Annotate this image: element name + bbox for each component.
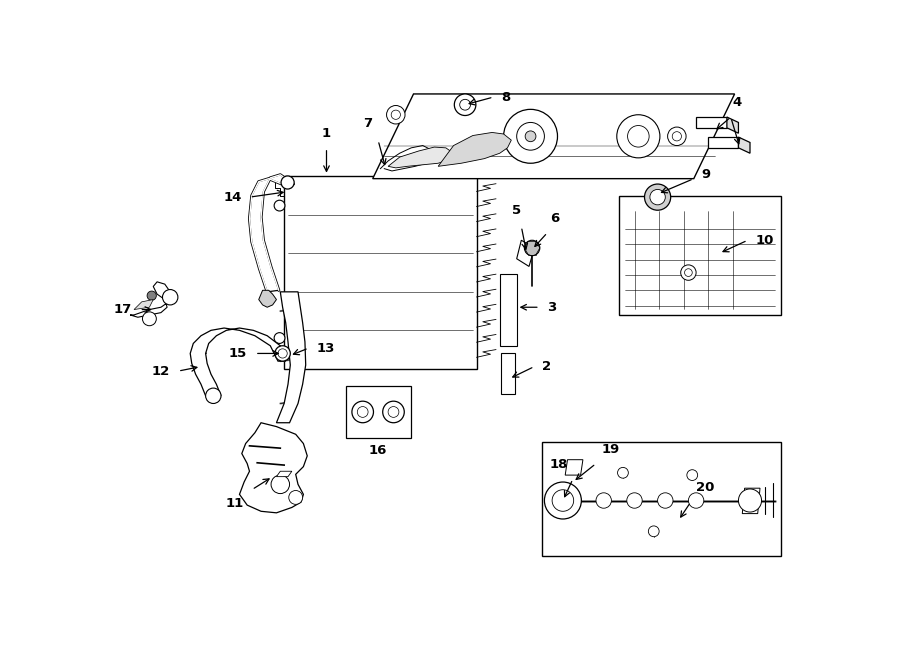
- Text: 7: 7: [364, 117, 373, 130]
- Circle shape: [617, 467, 628, 478]
- Polygon shape: [373, 94, 734, 178]
- Text: 14: 14: [223, 190, 242, 204]
- Circle shape: [552, 490, 573, 512]
- Circle shape: [460, 99, 471, 110]
- Polygon shape: [517, 240, 535, 266]
- Circle shape: [616, 115, 660, 158]
- Circle shape: [668, 127, 686, 145]
- Polygon shape: [130, 282, 170, 317]
- Text: 1: 1: [322, 127, 331, 140]
- Circle shape: [644, 184, 670, 210]
- Polygon shape: [134, 299, 153, 309]
- Circle shape: [454, 94, 476, 116]
- Circle shape: [658, 493, 673, 508]
- Polygon shape: [738, 137, 750, 153]
- Polygon shape: [727, 117, 738, 134]
- Text: 5: 5: [512, 204, 521, 217]
- Circle shape: [738, 489, 761, 512]
- Circle shape: [517, 122, 544, 150]
- Circle shape: [274, 332, 285, 344]
- Text: 18: 18: [549, 458, 568, 471]
- Circle shape: [289, 490, 302, 504]
- Polygon shape: [249, 175, 293, 292]
- Polygon shape: [190, 328, 285, 396]
- Text: 20: 20: [696, 481, 715, 494]
- Circle shape: [526, 131, 536, 141]
- Polygon shape: [258, 290, 276, 307]
- Bar: [619, 196, 781, 315]
- Polygon shape: [500, 274, 517, 346]
- Circle shape: [650, 190, 665, 205]
- Polygon shape: [696, 117, 727, 128]
- Text: 19: 19: [601, 443, 619, 456]
- Circle shape: [357, 407, 368, 417]
- Circle shape: [271, 475, 290, 494]
- Polygon shape: [276, 292, 306, 423]
- Polygon shape: [501, 354, 515, 394]
- Circle shape: [278, 349, 287, 358]
- Circle shape: [147, 291, 157, 300]
- Circle shape: [388, 407, 399, 417]
- Circle shape: [627, 126, 649, 147]
- Circle shape: [504, 109, 557, 163]
- Circle shape: [352, 401, 374, 423]
- Circle shape: [274, 200, 285, 211]
- Text: 10: 10: [755, 234, 774, 247]
- Circle shape: [205, 388, 221, 403]
- Polygon shape: [388, 147, 454, 168]
- Text: 3: 3: [547, 301, 557, 314]
- Text: 17: 17: [113, 303, 131, 316]
- Polygon shape: [239, 423, 307, 513]
- Polygon shape: [565, 459, 583, 475]
- Text: 4: 4: [733, 97, 742, 109]
- Circle shape: [392, 110, 400, 120]
- Polygon shape: [707, 137, 738, 148]
- Circle shape: [687, 470, 698, 481]
- Text: 2: 2: [542, 360, 551, 373]
- Circle shape: [281, 176, 294, 189]
- Bar: [652, 188, 663, 197]
- Bar: [346, 386, 411, 438]
- Polygon shape: [276, 471, 292, 477]
- Circle shape: [688, 493, 704, 508]
- Circle shape: [382, 401, 404, 423]
- Text: 15: 15: [229, 347, 248, 360]
- Text: 11: 11: [226, 498, 244, 510]
- Circle shape: [672, 132, 681, 141]
- Bar: [542, 442, 781, 556]
- Circle shape: [274, 346, 291, 361]
- Text: 16: 16: [369, 444, 387, 457]
- Circle shape: [387, 106, 405, 124]
- Circle shape: [544, 482, 581, 519]
- Polygon shape: [438, 132, 511, 167]
- Text: 6: 6: [550, 212, 559, 225]
- Text: 13: 13: [317, 342, 335, 354]
- Circle shape: [685, 269, 692, 276]
- Text: 9: 9: [701, 167, 711, 180]
- Bar: [284, 176, 477, 369]
- Circle shape: [525, 240, 540, 256]
- Circle shape: [163, 290, 178, 305]
- Polygon shape: [742, 488, 760, 514]
- Circle shape: [596, 493, 611, 508]
- Text: 12: 12: [152, 365, 170, 377]
- Circle shape: [626, 493, 643, 508]
- Circle shape: [142, 312, 157, 326]
- Circle shape: [648, 526, 659, 537]
- Circle shape: [680, 265, 696, 280]
- Text: 8: 8: [501, 91, 510, 104]
